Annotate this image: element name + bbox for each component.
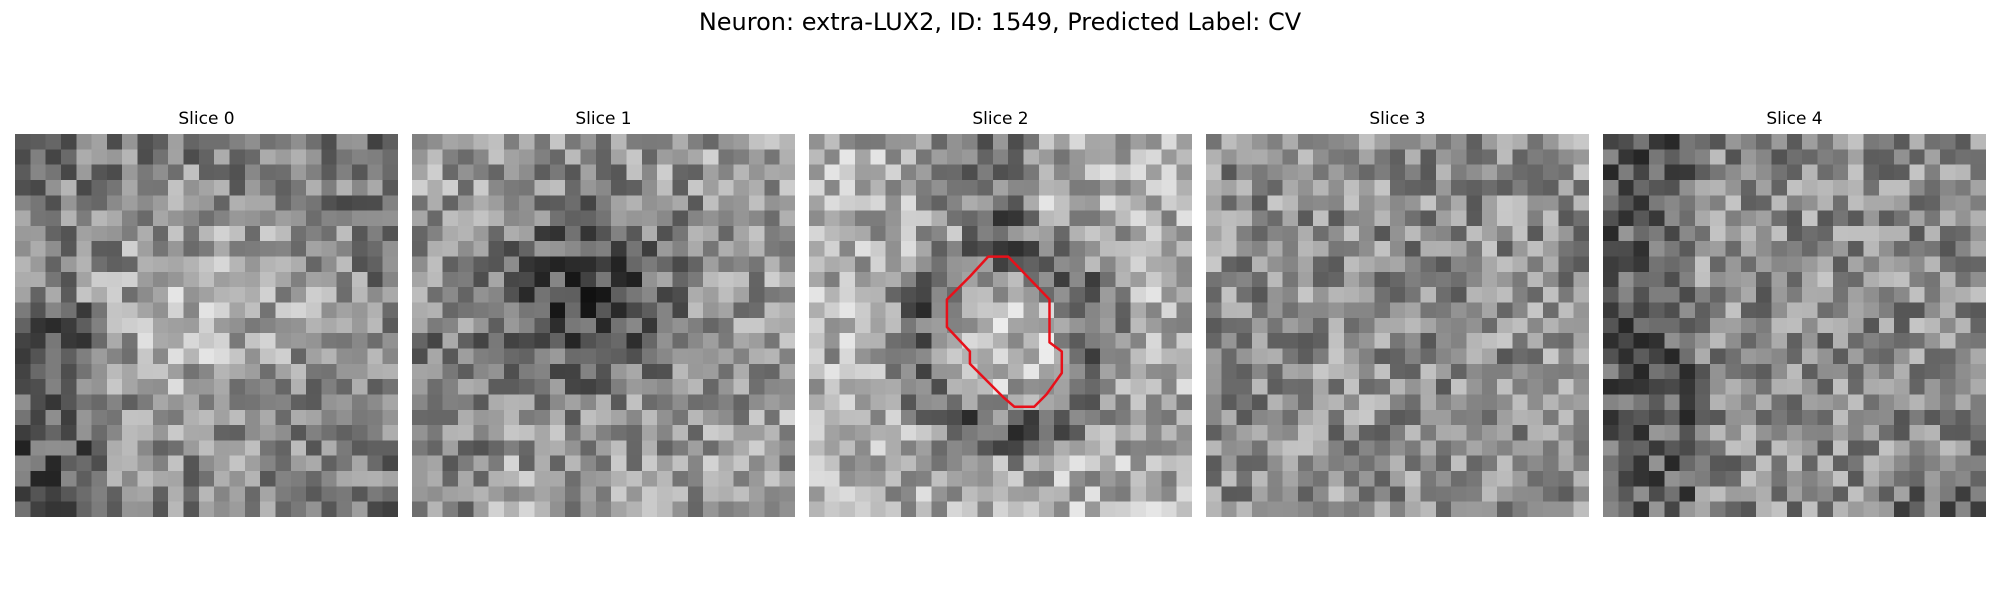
slice-pixel-grid — [1206, 134, 1589, 517]
segmentation-contour — [945, 255, 1064, 408]
slice-image — [1603, 134, 1986, 517]
slice-panel-4: Slice 4 — [1603, 108, 1986, 517]
slice-title: Slice 1 — [575, 109, 632, 129]
slice-title: Slice 4 — [1766, 109, 1823, 129]
slice-image — [1206, 134, 1589, 517]
slice-panel-0: Slice 0 — [15, 108, 398, 517]
slice-image — [809, 134, 1192, 517]
slice-panel-2: Slice 2 — [809, 108, 1192, 517]
slice-image — [15, 134, 398, 517]
slice-title: Slice 2 — [972, 109, 1029, 129]
slice-pixel-grid — [412, 134, 795, 517]
slice-panel-3: Slice 3 — [1206, 108, 1589, 517]
figure-title: Neuron: extra-LUX2, ID: 1549, Predicted … — [698, 8, 1302, 36]
slice-title: Slice 0 — [178, 109, 235, 129]
slice-panel-1: Slice 1 — [412, 108, 795, 517]
slice-pixel-grid — [1603, 134, 1986, 517]
slice-pixel-grid — [15, 134, 398, 517]
slice-title: Slice 3 — [1369, 109, 1426, 129]
slice-image — [412, 134, 795, 517]
slice-pixel-grid — [809, 134, 1192, 517]
